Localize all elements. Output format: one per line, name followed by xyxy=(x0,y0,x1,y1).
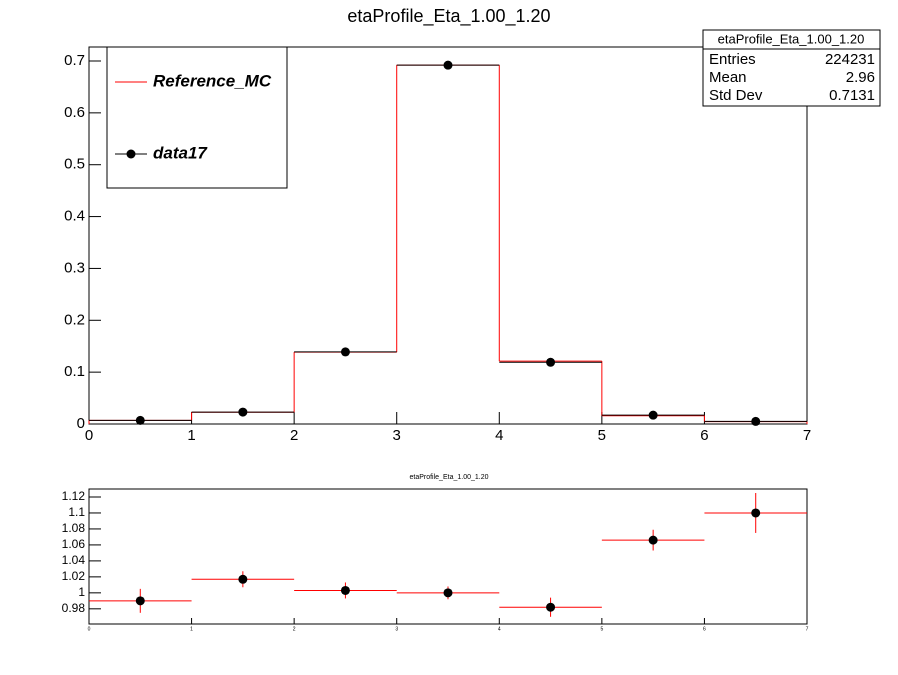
y-tick-label: 0.1 xyxy=(64,363,85,380)
y-tick-label: 1 xyxy=(78,585,85,599)
y-tick-label: 0.6 xyxy=(64,104,85,121)
stats-value: 2.96 xyxy=(846,69,875,86)
x-tick-label: 1 xyxy=(190,626,193,632)
legend-label: Reference_MC xyxy=(153,71,272,90)
x-tick-label: 2 xyxy=(290,427,298,444)
y-tick-label: 1.04 xyxy=(62,553,86,567)
x-tick-label: 5 xyxy=(600,626,603,632)
data-point xyxy=(648,535,658,545)
x-tick-label: 0 xyxy=(85,427,93,444)
data-point xyxy=(340,585,350,595)
x-tick-label: 3 xyxy=(393,427,401,444)
stats-value: 0.7131 xyxy=(829,87,875,104)
x-tick-label: 2 xyxy=(293,626,296,632)
y-tick-label: 1.06 xyxy=(62,537,86,551)
x-tick-label: 7 xyxy=(803,427,811,444)
data-point xyxy=(443,60,453,70)
y-tick-label: 0.3 xyxy=(64,259,85,276)
x-tick-label: 6 xyxy=(703,626,706,632)
data-point xyxy=(443,588,453,598)
legend xyxy=(106,46,288,189)
data-point xyxy=(238,407,248,417)
y-tick-label: 0.98 xyxy=(62,601,86,615)
y-tick-label: 0.2 xyxy=(64,311,85,328)
y-tick-label: 1.02 xyxy=(62,569,86,583)
x-tick-label: 7 xyxy=(806,626,809,632)
stats-value: 224231 xyxy=(825,51,875,68)
y-tick-label: 0 xyxy=(77,415,85,432)
stats-label: Mean xyxy=(709,69,747,86)
legend-label: data17 xyxy=(153,143,208,162)
y-tick-label: 1.08 xyxy=(62,521,86,535)
stats-title: etaProfile_Eta_1.00_1.20 xyxy=(718,31,865,46)
y-tick-label: 0.5 xyxy=(64,156,85,173)
x-tick-label: 1 xyxy=(187,427,195,444)
data-point xyxy=(546,357,556,367)
legend-marker xyxy=(126,149,136,159)
y-tick-label: 1.1 xyxy=(68,505,85,519)
data-point xyxy=(751,416,761,426)
stats-label: Entries xyxy=(709,51,756,68)
ratio-frame xyxy=(88,488,808,625)
plot-frame xyxy=(88,46,808,425)
data-point xyxy=(135,596,145,606)
data-point xyxy=(238,574,248,584)
data-point xyxy=(135,415,145,425)
x-tick-label: 4 xyxy=(498,626,501,632)
x-tick-label: 0 xyxy=(88,626,91,632)
chart-title: etaProfile_Eta_1.00_1.20 xyxy=(347,6,550,27)
ratio-title: etaProfile_Eta_1.00_1.20 xyxy=(409,474,488,481)
data-point xyxy=(546,602,556,612)
y-tick-label: 1.12 xyxy=(62,489,86,503)
x-tick-label: 4 xyxy=(495,427,503,444)
y-tick-label: 0.7 xyxy=(64,52,85,69)
x-tick-label: 6 xyxy=(700,427,708,444)
stats-box xyxy=(702,29,881,107)
y-tick-label: 0.4 xyxy=(64,208,85,225)
stats-label: Std Dev xyxy=(709,87,763,104)
x-tick-label: 5 xyxy=(598,427,606,444)
data-point xyxy=(751,508,761,518)
x-tick-label: 3 xyxy=(395,626,398,632)
data-point xyxy=(648,410,658,420)
data-point xyxy=(340,347,350,357)
